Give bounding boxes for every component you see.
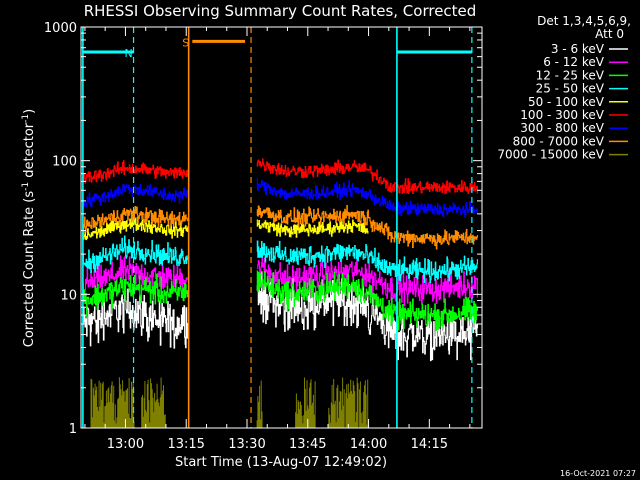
series-800-7000-kev-line <box>82 205 478 250</box>
y-tick-label: 10 <box>60 288 77 303</box>
y-axis-label-sup2: -1 <box>21 114 31 123</box>
x-axis: 13:00 13:15 13:30 13:45 14:00 14:15 <box>84 27 471 452</box>
y-axis: 1 10 100 1000 <box>44 21 482 437</box>
legend-entry-label: 7000 - 15000 keV <box>497 148 604 162</box>
legend-entry-label: 300 - 800 keV <box>520 121 604 135</box>
legend-entry-label: 6 - 12 keV <box>543 55 605 69</box>
data-layer: NS <box>82 27 478 428</box>
y-axis-label-part3: ) <box>22 109 37 114</box>
y-axis-label: Corrected Count Rate (s-1 detector-1) <box>21 109 37 347</box>
legend-entry-label: 800 - 7000 keV <box>513 134 605 148</box>
legend-entry-label: 25 - 50 keV <box>536 82 605 96</box>
legend-entry-label: 12 - 25 keV <box>536 68 605 82</box>
series-50-100-kev-line <box>82 217 369 241</box>
y-axis-label-sup1: -1 <box>21 182 31 191</box>
flag-label-n: N <box>125 47 133 60</box>
series-7000-15000-kev-bursts <box>90 377 369 428</box>
y-tick-label: 1 <box>69 422 77 437</box>
legend-header-detectors: Det 1,3,4,5,6,9, <box>537 14 631 28</box>
series-25-50-kev-line <box>82 235 478 284</box>
series-300-800-kev-line <box>82 178 478 218</box>
x-tick-label: 13:30 <box>228 437 265 452</box>
x-tick-label: 14:00 <box>350 437 387 452</box>
y-axis-label-part2: detector <box>22 122 37 182</box>
y-tick-label: 100 <box>52 155 77 170</box>
series-12-25-kev-line <box>82 270 478 332</box>
y-tick-label: 1000 <box>44 21 77 36</box>
footer-timestamp: 16-Oct-2021 07:27 <box>560 469 636 478</box>
legend-entry-label: 50 - 100 keV <box>528 95 605 109</box>
legend-entry-label: 100 - 300 keV <box>520 108 604 122</box>
x-tick-label: 13:45 <box>289 437 326 452</box>
plot-frame <box>80 26 483 429</box>
flag-label-s: S <box>182 36 189 49</box>
chart-title: RHESSI Observing Summary Count Rates, Co… <box>84 2 477 20</box>
x-tick-label: 13:15 <box>167 437 204 452</box>
x-tick-label: 13:00 <box>107 437 144 452</box>
legend-header-attenuator: Att 0 <box>595 27 624 41</box>
series-6-12-kev-line <box>82 254 478 307</box>
x-axis-label: Start Time (13-Aug-07 12:49:02) <box>175 455 387 470</box>
x-tick-label: 14:15 <box>411 437 448 452</box>
legend-entry-label: 3 - 6 keV <box>551 42 605 56</box>
y-axis-label-part1: Corrected Count Rate (s <box>22 191 37 348</box>
series-100-300-kev-line <box>82 158 478 195</box>
